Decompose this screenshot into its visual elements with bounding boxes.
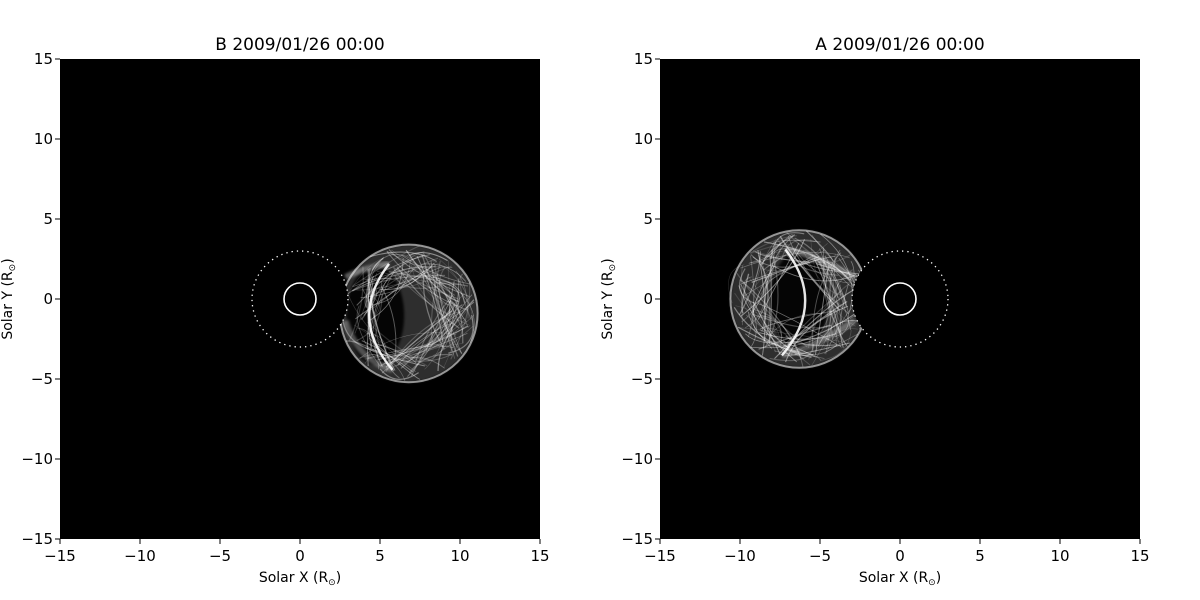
panel-a: A 2009/01/26 00:00 −15 −10 −5 0 5 10 15 −15 −10 −5… [600, 35, 1150, 588]
occulter-circle [251, 250, 349, 348]
panel-title: A 2009/01/26 00:00 [815, 35, 984, 55]
x-tick-label: −15 [644, 547, 676, 565]
panel-b: B 2009/01/26 00:00 −15 −10 −5 0 5 10 15 −15 −10 −5… [0, 35, 550, 588]
panel-title: B 2009/01/26 00:00 [215, 35, 384, 55]
y-tick-label: 10 [34, 130, 53, 148]
y-tick-label: 15 [34, 50, 53, 68]
x-tick-label: 10 [450, 547, 469, 565]
y-axis-label: Solar Y (R⊙) [0, 258, 18, 339]
x-tick-label: 5 [975, 547, 985, 565]
y-tick-label: 0 [643, 290, 653, 308]
y-tick-label: 5 [43, 210, 53, 228]
x-tick-label: 15 [530, 547, 549, 565]
x-tick-label: −5 [209, 547, 231, 565]
x-tick-label: −10 [724, 547, 756, 565]
y-tick-label: −15 [21, 530, 53, 548]
x-tick-label: 5 [375, 547, 385, 565]
y-tick-label: 15 [634, 50, 653, 68]
y-tick-label: −10 [21, 450, 53, 468]
sun-disk-outline [283, 282, 317, 316]
sun-disk-outline [883, 282, 917, 316]
y-tick-label: 10 [634, 130, 653, 148]
y-tick-label: 5 [643, 210, 653, 228]
y-tick-label: −15 [621, 530, 653, 548]
x-tick-label: 10 [1050, 547, 1069, 565]
x-tick-label: −15 [44, 547, 76, 565]
x-tick-label: −5 [809, 547, 831, 565]
y-tick-label: −10 [621, 450, 653, 468]
x-tick-label: 15 [1130, 547, 1149, 565]
y-tick-label: −5 [631, 370, 653, 388]
y-axis-label: Solar Y (R⊙) [600, 258, 618, 339]
y-tick-label: 0 [43, 290, 53, 308]
y-tick-label: −5 [31, 370, 53, 388]
x-tick-label: 0 [895, 547, 905, 565]
x-tick-label: 0 [295, 547, 305, 565]
cme-feature [728, 229, 870, 369]
x-axis-label: Solar X (R⊙) [259, 570, 341, 588]
cme-feature [339, 243, 479, 384]
x-axis-label: Solar X (R⊙) [859, 570, 941, 588]
occulter-circle [851, 250, 949, 348]
x-tick-label: −10 [124, 547, 156, 565]
